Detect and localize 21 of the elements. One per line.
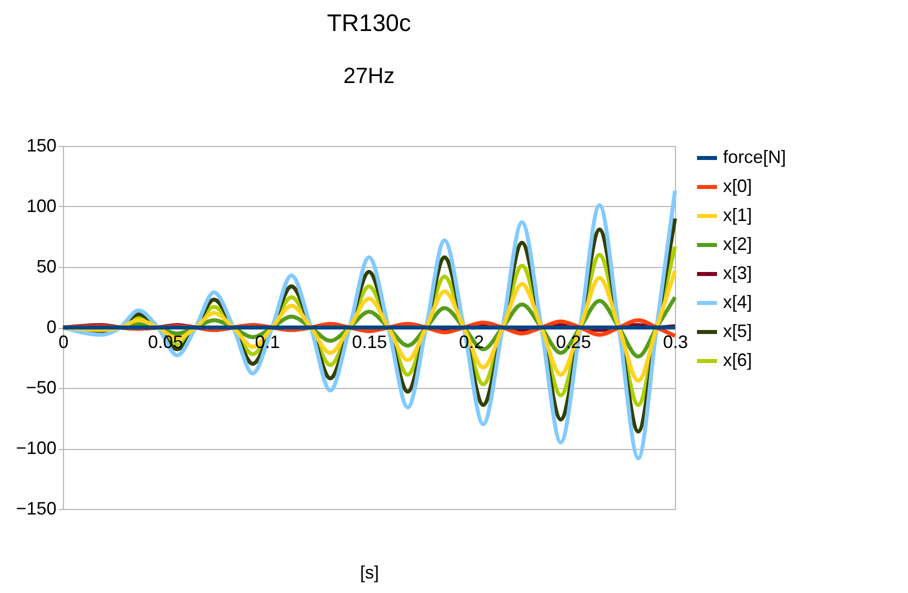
y-tick-label: 100 <box>26 196 56 216</box>
x-tick-label: 0.15 <box>352 332 388 352</box>
legend-label: x[0] <box>723 176 752 196</box>
x-axis-title: [s] <box>360 562 380 582</box>
legend-label: x[3] <box>723 263 752 283</box>
legend-label: x[2] <box>723 234 752 254</box>
legend-label: force[N] <box>723 147 786 167</box>
legend-label: x[5] <box>723 321 752 341</box>
y-tick-label: −150 <box>16 498 56 518</box>
y-tick-label: −50 <box>26 378 56 398</box>
y-tick-label: 0 <box>46 317 56 337</box>
x-tick-label: 0.3 <box>662 332 688 352</box>
y-tick-label: 50 <box>36 256 56 276</box>
legend-label: x[4] <box>723 292 752 312</box>
y-tick-label: −100 <box>16 438 56 458</box>
legend-label: x[6] <box>723 350 752 370</box>
chart-subtitle: 27Hz <box>343 63 395 88</box>
y-tick-label: 150 <box>26 136 56 156</box>
legend-label: x[1] <box>723 205 752 225</box>
x-tick-label: 0 <box>58 332 69 352</box>
chart-title: TR130c <box>326 10 412 37</box>
